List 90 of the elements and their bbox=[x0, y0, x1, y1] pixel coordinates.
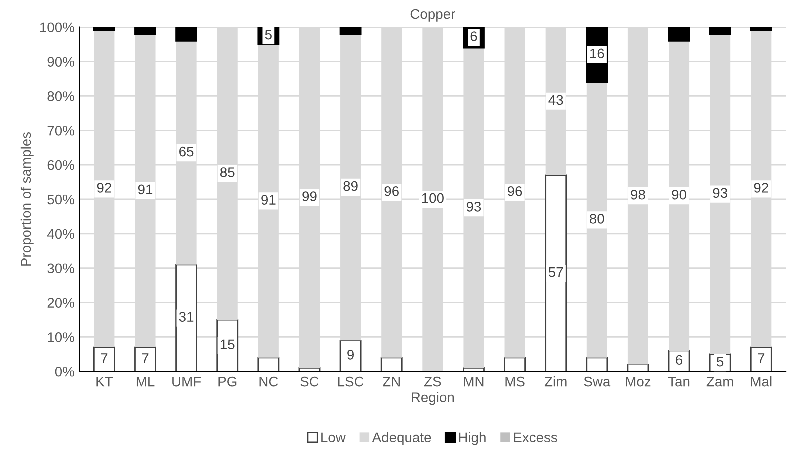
bar bbox=[135, 34, 156, 348]
data-label: 7 bbox=[758, 354, 765, 364]
bar bbox=[504, 357, 526, 372]
data-label: 85 bbox=[220, 168, 235, 178]
bar bbox=[134, 27, 156, 35]
data-label: 96 bbox=[508, 186, 522, 196]
x-tick-label: SC bbox=[300, 376, 319, 387]
data-label: 99 bbox=[302, 192, 317, 202]
y-tick-label: 0% bbox=[55, 366, 74, 377]
data-label: 90 bbox=[672, 190, 686, 200]
bar bbox=[750, 27, 772, 32]
data-label: 93 bbox=[713, 188, 728, 198]
legend-label: Adequate bbox=[372, 432, 432, 446]
data-label: 91 bbox=[138, 184, 153, 195]
data-label: 92 bbox=[97, 183, 112, 193]
data-label: 6 bbox=[470, 32, 478, 42]
x-tick-label: Moz bbox=[626, 377, 651, 387]
bar bbox=[340, 34, 362, 341]
bar bbox=[380, 357, 403, 372]
data-label: 89 bbox=[344, 181, 358, 192]
bar bbox=[545, 174, 568, 372]
y-tick-label: 80% bbox=[48, 92, 74, 102]
data-label: 7 bbox=[142, 354, 149, 364]
data-label: 5 bbox=[265, 30, 272, 40]
data-label: 6 bbox=[676, 355, 683, 366]
bar bbox=[628, 27, 648, 365]
bar bbox=[709, 27, 732, 35]
data-label: 96 bbox=[384, 186, 399, 196]
bar bbox=[382, 27, 402, 358]
bar bbox=[751, 30, 772, 348]
data-label: 92 bbox=[754, 183, 768, 193]
data-label: 93 bbox=[466, 202, 482, 212]
x-tick-label: Mal bbox=[751, 376, 772, 387]
y-tick-label: 20% bbox=[48, 298, 74, 308]
x-tick-label: LSC bbox=[338, 376, 364, 387]
data-label: 9 bbox=[348, 350, 354, 360]
data-label: 5 bbox=[717, 357, 724, 367]
legend-label: Low bbox=[322, 432, 346, 443]
x-tick-label: Tan bbox=[668, 377, 690, 387]
x-axis-title: Region bbox=[412, 392, 454, 406]
legend-label: High bbox=[459, 432, 486, 446]
x-tick-label: MN bbox=[464, 377, 484, 387]
bar bbox=[464, 48, 484, 368]
bar bbox=[668, 27, 690, 42]
data-label: 16 bbox=[590, 48, 604, 59]
data-label: 91 bbox=[262, 195, 276, 205]
x-tick-label: UMF bbox=[172, 377, 202, 387]
data-label: 100 bbox=[422, 193, 444, 204]
bar bbox=[586, 82, 608, 358]
data-label: 57 bbox=[548, 268, 564, 278]
bar bbox=[340, 27, 362, 35]
x-tick-label: Zam bbox=[706, 377, 734, 387]
y-tick-label: 50% bbox=[48, 194, 74, 205]
y-tick-label: 10% bbox=[48, 332, 74, 342]
bar bbox=[176, 41, 197, 265]
bar bbox=[93, 27, 116, 32]
data-label: 98 bbox=[631, 190, 646, 200]
y-tick-label: 30% bbox=[48, 264, 74, 274]
data-label: 31 bbox=[179, 312, 194, 322]
bar bbox=[176, 27, 198, 42]
y-tick-label: 60% bbox=[48, 160, 74, 170]
y-axis-title: Proportion of samples bbox=[20, 132, 34, 266]
bar bbox=[669, 41, 690, 351]
x-tick-label: NC bbox=[260, 376, 278, 387]
bar bbox=[546, 27, 566, 176]
legend-label: Excess bbox=[514, 432, 558, 443]
y-tick-label: 90% bbox=[48, 57, 74, 67]
bar bbox=[299, 27, 320, 368]
x-tick-label: ML bbox=[136, 377, 155, 387]
data-label: 43 bbox=[548, 95, 564, 106]
bar bbox=[217, 27, 238, 320]
data-label: 80 bbox=[590, 214, 604, 224]
x-tick-label: Zim bbox=[544, 376, 567, 387]
bar bbox=[586, 357, 608, 372]
x-tick-label: KT bbox=[96, 377, 113, 387]
bar bbox=[94, 30, 115, 348]
y-tick-label: 70% bbox=[48, 126, 74, 136]
x-tick-label: ZS bbox=[424, 376, 442, 387]
y-tick-label: 40% bbox=[47, 229, 74, 240]
x-tick-label: ZN bbox=[383, 377, 400, 387]
x-tick-label: MS bbox=[506, 376, 525, 387]
bar bbox=[258, 357, 280, 372]
y-tick-label: 100% bbox=[40, 22, 74, 33]
data-label: 65 bbox=[180, 146, 194, 157]
data-label: 7 bbox=[101, 354, 108, 364]
x-tick-label: Swa bbox=[584, 376, 611, 387]
chart-title: Copper bbox=[410, 9, 456, 22]
bar bbox=[504, 27, 526, 358]
x-tick-label: PG bbox=[218, 376, 237, 387]
data-label: 15 bbox=[220, 340, 235, 350]
